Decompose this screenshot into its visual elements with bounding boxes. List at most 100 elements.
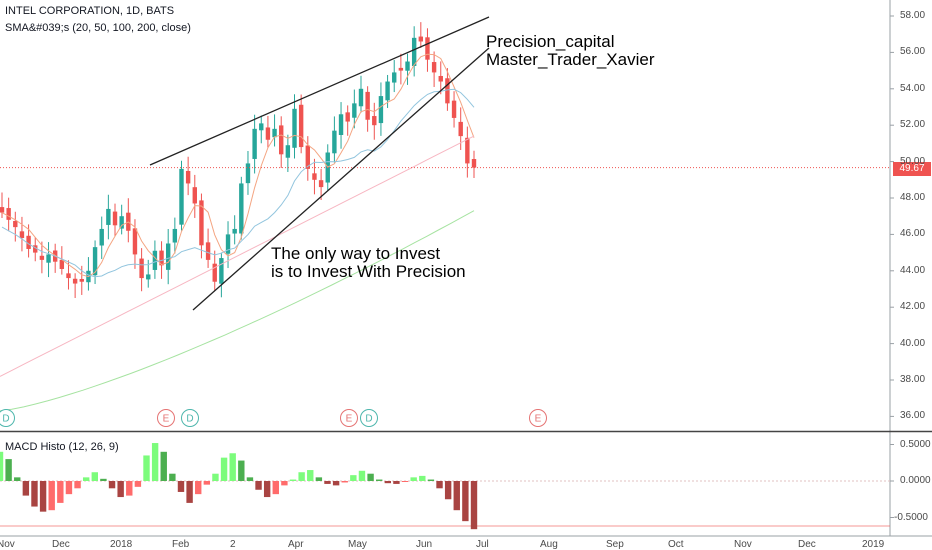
macd-bar [31, 481, 38, 507]
candle-body [431, 62, 437, 73]
macd-tick-label: 0.5000 [900, 438, 931, 450]
macd-bar [0, 451, 4, 481]
macd-bar [401, 481, 409, 482]
macd-bar [57, 481, 64, 503]
time-tick-label: 2019 [862, 539, 885, 550]
time-tick-label: May [348, 539, 367, 550]
time-tick-label: Apr [288, 539, 304, 550]
macd-bar [151, 443, 159, 481]
candle-body [445, 78, 450, 104]
macd-bar [246, 477, 254, 481]
candle-body [245, 163, 251, 184]
candle-body [146, 274, 151, 280]
candle-body [285, 145, 291, 158]
candle-body [219, 258, 224, 284]
time-tick-label: Sep [606, 539, 624, 550]
time-tick-label: 2 [230, 539, 236, 550]
candle-body [119, 216, 124, 229]
dividend-marker [0, 409, 15, 427]
macd-bar [177, 481, 185, 492]
symbol-title: INTEL CORPORATION, 1D, BATS [5, 5, 175, 17]
macd-bar [393, 481, 400, 484]
price-tick-label: 48.00 [900, 192, 926, 203]
time-tick-label: Nov [0, 539, 15, 550]
time-tick-label: Jun [416, 539, 433, 550]
macd-bar [14, 477, 21, 481]
candle-body [332, 130, 337, 154]
candle-body [112, 211, 118, 226]
event-marker-label: D [186, 414, 193, 425]
macd-bar [367, 473, 374, 481]
macd-bar [117, 481, 124, 498]
candle-body [338, 114, 344, 135]
macd-tick-label: 0.0000 [900, 475, 931, 486]
price-tick-label: 56.00 [900, 46, 926, 58]
macd-bar [358, 470, 366, 481]
candle-body [6, 208, 11, 220]
macd-bar [298, 472, 305, 481]
candle-body [199, 200, 204, 246]
price-tick-label: 44.00 [900, 264, 926, 276]
macd-bar [220, 457, 228, 481]
event-marker-label: E [163, 414, 170, 425]
candle-body [392, 72, 397, 83]
sma-indicator-label: SMA&#039;s (20, 50, 100, 200, close) [5, 22, 191, 34]
candle-body [418, 36, 424, 42]
macd-bar [384, 481, 392, 484]
macd-bar [376, 479, 383, 481]
macd-bar [203, 481, 211, 485]
price-tick-label: 36.00 [900, 410, 926, 422]
macd-bar [195, 481, 202, 495]
sma50-line [1, 88, 475, 278]
candle-body [372, 116, 377, 126]
macd-bar [462, 481, 469, 522]
macd-bar [272, 481, 279, 495]
candle-body [132, 228, 138, 255]
candle-body [19, 231, 25, 239]
earnings-marker [340, 409, 358, 427]
macd-bar [307, 470, 314, 481]
macd-bar [453, 481, 460, 511]
macd-bar [186, 481, 193, 503]
candle-body [298, 104, 304, 148]
last-price-label: 49.67 [893, 162, 931, 176]
macd-bar [134, 481, 142, 487]
macd-bar [436, 481, 443, 489]
annotation-trader: Master_Trader_Xavier [486, 50, 655, 69]
price-tick-label: 58.00 [900, 10, 926, 21]
macd-bar [65, 481, 73, 495]
macd-bar [332, 481, 340, 486]
macd-bar [281, 481, 288, 486]
price-tick-label: 38.00 [900, 374, 926, 385]
time-tick-label: Jul [476, 539, 489, 550]
candle-body [425, 37, 430, 60]
candle-body [239, 183, 244, 234]
event-marker-label: D [2, 414, 9, 425]
macd-bar [39, 481, 47, 512]
candle-body [185, 170, 191, 184]
candle-body [99, 228, 104, 246]
macd-bar [263, 481, 271, 498]
macd-tick-label: -0.5000 [894, 511, 928, 523]
candle-body [72, 278, 78, 284]
candle-body [265, 127, 271, 140]
macd-bar [315, 477, 323, 481]
macd-bar [100, 478, 107, 481]
macd-bar [229, 453, 236, 481]
sma100-line [0, 135, 475, 377]
time-tick-label: Aug [540, 539, 558, 550]
earnings-marker [157, 409, 175, 427]
price-tick-label: 42.00 [900, 301, 926, 313]
candle-body [159, 250, 164, 266]
candle-body [411, 37, 417, 66]
candle-body [471, 159, 477, 168]
candle-body [106, 208, 111, 225]
time-tick-label: Oct [668, 539, 684, 550]
candle-body [352, 103, 357, 118]
candle-body [172, 228, 178, 243]
candle-body [318, 180, 324, 188]
candle-body [212, 263, 217, 282]
macd-bar [5, 459, 12, 481]
time-tick-label: Dec [798, 539, 816, 550]
